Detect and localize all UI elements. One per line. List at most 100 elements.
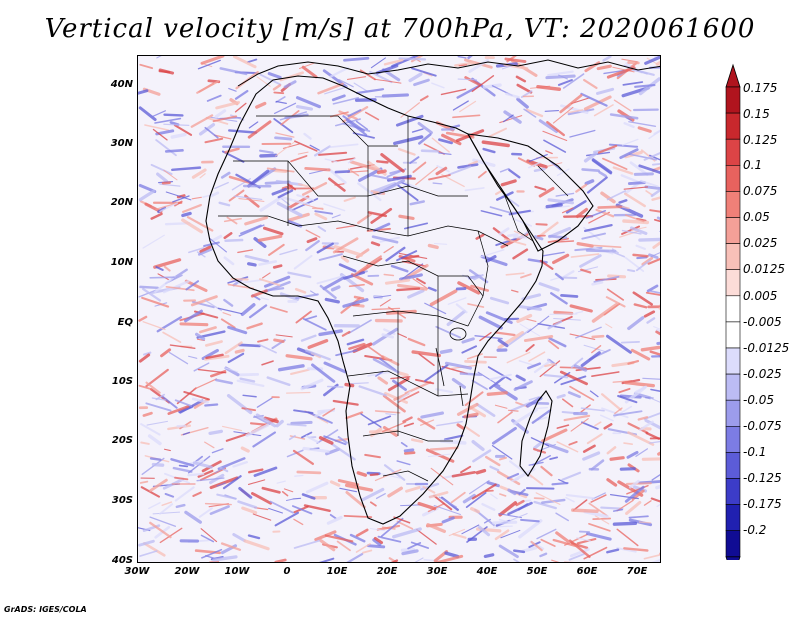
field-streak (381, 355, 400, 366)
field-streak (635, 448, 649, 457)
field-streak (541, 428, 568, 443)
field-streak (200, 56, 225, 65)
field-streak (470, 284, 490, 292)
field-streak (650, 188, 660, 198)
field-streak (314, 145, 331, 157)
field-streak (638, 521, 652, 524)
field-streak (534, 235, 544, 241)
field-streak (565, 200, 587, 214)
field-streak (471, 439, 485, 452)
field-streak (309, 144, 320, 151)
colorbar-label: -0.005 (743, 315, 782, 329)
field-streak (507, 488, 517, 496)
field-streak (482, 147, 496, 154)
field-streak (409, 156, 420, 165)
lon-label-60e: 60E (576, 566, 598, 577)
field-streak (274, 558, 287, 562)
field-streak (195, 332, 206, 341)
field-streak (140, 423, 161, 436)
field-streak (263, 275, 291, 288)
field-streak (606, 548, 620, 554)
field-streak (396, 520, 414, 530)
field-streak (199, 245, 212, 254)
field-streak (410, 541, 430, 549)
field-streak (400, 442, 408, 448)
field-streak (594, 421, 602, 427)
field-streak (472, 449, 492, 463)
field-streak (295, 310, 312, 324)
field-streak (628, 153, 658, 161)
field-streak (539, 360, 561, 378)
field-streak (518, 519, 543, 539)
field-streak (612, 166, 634, 175)
field-streak (582, 444, 596, 453)
field-streak (259, 73, 282, 86)
field-streak (513, 380, 533, 391)
field-streak (627, 359, 640, 365)
field-streak (261, 486, 281, 494)
field-streak (464, 76, 482, 87)
field-streak (159, 202, 178, 213)
field-streak (506, 351, 531, 364)
field-streak (531, 409, 552, 424)
field-streak (608, 250, 625, 258)
field-streak (396, 460, 411, 466)
field-streak (627, 422, 649, 434)
field-streak (141, 457, 165, 476)
field-streak (411, 350, 441, 358)
field-streak (139, 63, 154, 70)
field-streak (622, 81, 644, 86)
field-streak (167, 424, 192, 431)
field-streak (294, 287, 307, 294)
field-streak (651, 162, 660, 166)
field-streak (516, 313, 533, 324)
field-streak (318, 151, 348, 156)
field-streak (288, 212, 310, 222)
field-streak (609, 456, 625, 461)
field-streak (397, 371, 409, 377)
field-streak (407, 542, 422, 550)
field-streak (243, 539, 270, 551)
field-streak (355, 120, 369, 131)
field-streak (342, 115, 365, 132)
field-streak (462, 493, 476, 504)
field-streak (629, 161, 649, 176)
field-streak (325, 447, 341, 456)
field-streak (508, 209, 532, 216)
field-streak (375, 370, 384, 377)
field-streak (651, 474, 660, 481)
field-streak (187, 355, 198, 359)
field-streak (625, 116, 632, 122)
field-streak (649, 397, 660, 403)
field-streak (457, 163, 479, 169)
field-streak (632, 253, 649, 258)
field-streak (369, 501, 377, 507)
field-streak (483, 553, 495, 558)
field-streak (329, 66, 349, 78)
field-streak (455, 129, 485, 143)
field-streak (297, 183, 311, 188)
field-streak (561, 471, 582, 481)
field-streak (427, 502, 445, 513)
field-streak (262, 226, 284, 236)
field-streak (163, 123, 190, 126)
field-streak (459, 372, 483, 377)
field-streak (381, 333, 394, 339)
field-streak (154, 117, 182, 124)
field-streak (650, 497, 660, 503)
lon-label-10w: 10W (224, 566, 250, 577)
field-streak (191, 196, 202, 200)
field-streak (643, 310, 656, 318)
field-streak (330, 285, 341, 292)
field-streak (478, 315, 503, 330)
field-streak (281, 490, 289, 497)
field-streak (543, 374, 569, 379)
field-streak (144, 124, 170, 131)
field-streak (314, 212, 328, 221)
field-streak (467, 303, 485, 308)
field-streak (555, 192, 575, 197)
field-streak (527, 315, 550, 334)
field-streak (152, 511, 181, 515)
field-streak (560, 375, 587, 386)
field-streak (538, 282, 560, 292)
